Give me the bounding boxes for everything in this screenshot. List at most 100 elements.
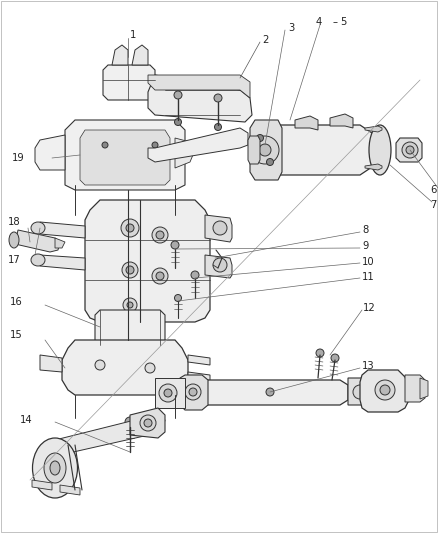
Circle shape [122,262,138,278]
Text: –: – [333,17,338,27]
Polygon shape [348,378,372,405]
Circle shape [174,91,182,99]
Polygon shape [32,480,52,490]
Circle shape [213,258,227,272]
Polygon shape [205,255,232,278]
Polygon shape [330,114,353,128]
Circle shape [316,349,324,357]
Circle shape [127,302,133,308]
Circle shape [406,146,414,154]
Polygon shape [365,126,382,132]
Polygon shape [62,340,188,395]
Circle shape [159,384,177,402]
Circle shape [152,268,168,284]
Text: 17: 17 [8,255,21,265]
Ellipse shape [31,222,45,234]
Polygon shape [40,355,62,372]
Polygon shape [175,138,195,168]
Polygon shape [148,75,250,98]
Polygon shape [55,238,65,248]
Circle shape [126,266,134,274]
Circle shape [125,417,135,427]
Polygon shape [420,378,428,399]
Text: 16: 16 [10,297,23,307]
Circle shape [257,134,264,141]
Circle shape [174,118,181,125]
Circle shape [266,158,273,166]
Circle shape [121,219,139,237]
Text: 5: 5 [340,17,346,27]
Polygon shape [55,415,165,455]
Polygon shape [40,255,85,270]
Circle shape [140,415,156,431]
Circle shape [259,144,271,156]
Polygon shape [155,378,185,408]
Circle shape [171,241,179,249]
Polygon shape [295,116,318,130]
Polygon shape [188,355,210,365]
Polygon shape [112,45,128,65]
Text: 4: 4 [316,17,322,27]
Ellipse shape [31,254,45,266]
Circle shape [152,142,158,148]
Text: 19: 19 [12,153,25,163]
Polygon shape [35,135,65,170]
Polygon shape [132,45,148,65]
Circle shape [156,231,164,239]
Circle shape [353,385,367,399]
Circle shape [266,388,274,396]
Polygon shape [15,230,60,252]
Circle shape [331,354,339,362]
Text: 3: 3 [288,23,294,33]
Text: 1: 1 [130,30,136,40]
Circle shape [156,272,164,280]
Text: 8: 8 [362,225,368,235]
Circle shape [185,384,201,400]
Ellipse shape [369,125,391,175]
Circle shape [215,124,222,131]
Text: 15: 15 [10,330,23,340]
Circle shape [102,142,108,148]
Circle shape [152,227,168,243]
Text: 6: 6 [430,185,436,195]
Circle shape [144,419,152,427]
Polygon shape [248,136,260,164]
Circle shape [213,221,227,235]
Polygon shape [360,370,408,412]
Circle shape [174,295,181,302]
Circle shape [95,360,105,370]
Ellipse shape [9,232,19,248]
Text: 12: 12 [363,303,376,313]
Circle shape [214,94,222,102]
Text: 7: 7 [430,200,436,210]
Circle shape [189,388,197,396]
Polygon shape [103,65,155,100]
Text: 11: 11 [362,272,375,282]
Ellipse shape [32,438,78,498]
Text: 2: 2 [262,35,268,45]
Text: 10: 10 [362,257,374,267]
Circle shape [191,271,199,279]
Circle shape [251,136,279,164]
Polygon shape [80,130,170,185]
Polygon shape [258,125,375,175]
Circle shape [145,363,155,373]
Polygon shape [405,375,425,402]
Text: 14: 14 [20,415,32,425]
Text: 9: 9 [362,241,368,251]
Polygon shape [148,75,252,122]
Text: 13: 13 [362,361,374,371]
Circle shape [164,389,172,397]
Polygon shape [95,310,165,345]
Ellipse shape [50,461,60,475]
Polygon shape [148,128,248,162]
Polygon shape [180,375,208,410]
Circle shape [126,224,134,232]
Polygon shape [85,200,210,322]
Polygon shape [65,120,185,190]
Polygon shape [365,164,382,170]
Circle shape [123,298,137,312]
Circle shape [402,142,418,158]
Polygon shape [188,372,210,382]
Polygon shape [250,120,282,180]
